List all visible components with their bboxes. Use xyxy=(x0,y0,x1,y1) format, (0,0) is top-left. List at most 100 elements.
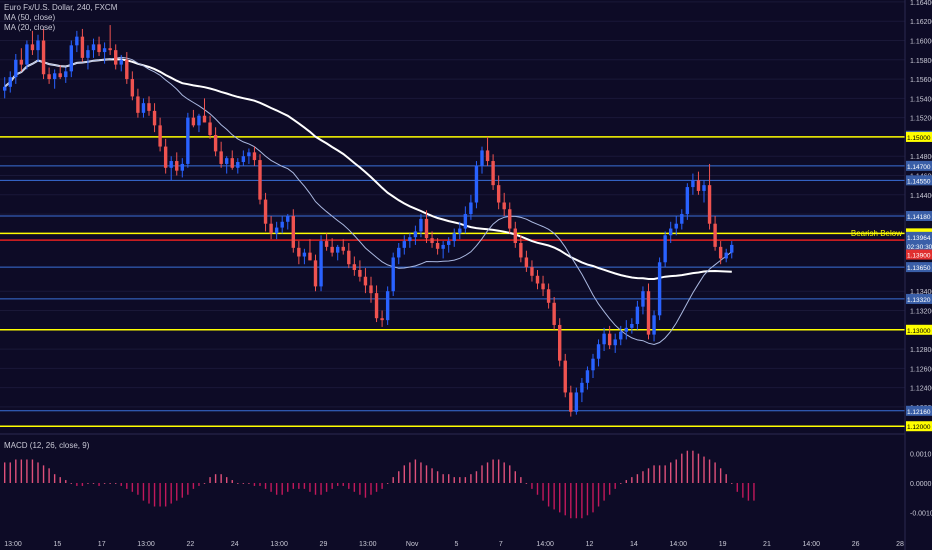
candle xyxy=(458,228,462,234)
candle xyxy=(225,158,229,164)
macd-bar xyxy=(553,483,555,510)
candle xyxy=(385,291,390,321)
macd-bar xyxy=(464,477,467,483)
candle xyxy=(474,165,479,203)
macd-bar xyxy=(753,483,755,501)
bearish-below-label: Bearish Below xyxy=(851,229,902,238)
price-tick-label: 1.12800 xyxy=(910,347,932,354)
macd-bar xyxy=(65,480,67,483)
macd-bar xyxy=(42,465,45,483)
candle xyxy=(641,291,645,307)
macd-bar xyxy=(87,483,89,484)
candle xyxy=(680,214,684,224)
candle xyxy=(491,161,495,186)
time-axis[interactable]: 13:00 15 17 13:00 22 24 13:00 29 13:00 Nov 5 7 14:00… xyxy=(4,541,904,548)
candle xyxy=(336,246,340,253)
macd-bar xyxy=(686,450,689,483)
macd-axis: 0.0010 0.0000 -0.0010 xyxy=(910,452,932,518)
macd-bar xyxy=(198,483,200,486)
price-labels: 1.150121.150001.147001.145501.141801.140… xyxy=(906,130,932,432)
candle xyxy=(535,275,540,284)
candle xyxy=(75,36,79,46)
time-tick-label: 22 xyxy=(187,541,195,548)
macd-bar xyxy=(248,483,250,484)
time-tick-label: 14:00 xyxy=(669,541,687,548)
candle xyxy=(713,223,717,247)
candle xyxy=(485,150,490,162)
candle xyxy=(580,382,584,393)
ma20-legend[interactable]: MA (20, close) xyxy=(4,23,56,32)
price-box xyxy=(906,421,932,432)
macd-bar xyxy=(381,483,383,489)
candle xyxy=(319,241,323,287)
macd-bar xyxy=(292,483,294,489)
macd-bar xyxy=(531,483,533,489)
macd-legend[interactable]: MACD (12, 26, close, 9) xyxy=(4,441,90,450)
candle xyxy=(119,59,123,65)
macd-bar xyxy=(409,462,411,483)
time-tick-label: 13:00 xyxy=(137,541,155,548)
macd-bar xyxy=(636,474,639,483)
macd-bar xyxy=(203,483,206,484)
macd-bar xyxy=(325,483,328,492)
macd-bar xyxy=(420,462,422,483)
macd-bar xyxy=(281,483,283,495)
symbol-title[interactable]: Euro Fx/U.S. Dollar, 240, FXCM xyxy=(4,3,118,12)
macd-bar xyxy=(331,483,333,489)
macd-bar xyxy=(192,483,195,489)
macd-bar xyxy=(48,468,50,483)
candle xyxy=(258,160,262,200)
candle xyxy=(191,117,196,126)
macd-bar xyxy=(647,468,650,483)
candle xyxy=(724,252,728,259)
price-box xyxy=(906,131,932,142)
macd-tick-label: 0.0010 xyxy=(910,452,932,459)
macd-bar xyxy=(719,468,722,483)
macd-bar xyxy=(337,483,339,486)
macd-bar xyxy=(109,483,111,484)
macd-bar xyxy=(736,483,738,492)
candle xyxy=(502,202,506,210)
candle xyxy=(236,162,240,168)
candle xyxy=(169,161,173,168)
macd-bar xyxy=(103,483,106,484)
macd-bar xyxy=(453,477,455,483)
macd-bar xyxy=(714,462,716,483)
ma50-legend[interactable]: MA (50, close) xyxy=(4,13,56,22)
candle xyxy=(635,306,640,324)
candle xyxy=(469,202,473,215)
candle xyxy=(136,96,140,113)
candle xyxy=(435,243,440,249)
macd-bar xyxy=(148,483,150,504)
time-tick-label: 21 xyxy=(763,541,771,548)
price-box-label: 02:30:30 xyxy=(907,244,932,251)
candle xyxy=(524,257,529,268)
macd-bar xyxy=(159,483,161,507)
candle xyxy=(202,115,207,123)
candle xyxy=(607,333,612,346)
price-tick-label: 1.15400 xyxy=(910,96,932,103)
macd-tick-label: -0.0010 xyxy=(910,510,932,517)
candle xyxy=(430,238,434,243)
macd-bar xyxy=(237,483,239,484)
macd-bar xyxy=(597,483,600,507)
candle xyxy=(313,260,318,287)
macd-bar xyxy=(731,483,733,484)
macd-bar xyxy=(176,483,178,501)
macd-bar xyxy=(392,477,394,483)
macd-bar xyxy=(448,474,450,483)
main-legend: Euro Fx/U.S. Dollar, 240, FXCM MA (50, c… xyxy=(4,3,117,33)
time-tick-label: 26 xyxy=(852,541,860,548)
macd-bar xyxy=(214,474,217,483)
macd-bar xyxy=(270,483,272,492)
candle xyxy=(324,241,329,247)
horizontal-level-lines[interactable] xyxy=(0,136,905,427)
price-tick-label: 1.16400 xyxy=(910,0,932,7)
time-tick-label: 17 xyxy=(98,541,106,548)
macd-bar xyxy=(298,483,300,489)
candle xyxy=(36,40,40,51)
candle xyxy=(508,209,512,229)
